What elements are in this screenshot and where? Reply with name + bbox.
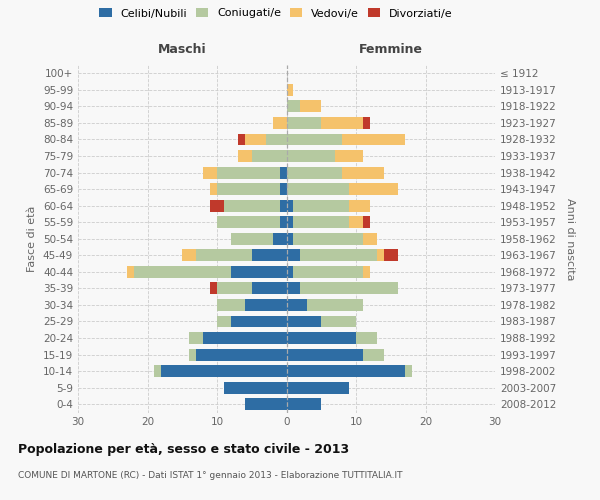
Bar (287, 100, 301, 112)
Bar (252, 150, 287, 162)
Bar (287, 166, 342, 178)
Bar (196, 250, 252, 262)
Bar (287, 150, 335, 162)
Bar (238, 134, 245, 145)
Legend: Celibi/Nubili, Coniugati/e, Vedovi/e, Divorziati/e: Celibi/Nubili, Coniugati/e, Vedovi/e, Di… (100, 8, 452, 18)
Bar (293, 266, 363, 278)
Bar (127, 266, 134, 278)
Bar (196, 348, 287, 360)
Bar (272, 233, 287, 244)
Bar (280, 216, 287, 228)
Bar (245, 299, 287, 311)
Bar (349, 183, 398, 195)
Bar (280, 183, 287, 195)
Bar (321, 117, 363, 129)
Bar (287, 84, 293, 96)
Bar (301, 282, 398, 294)
Text: Popolazione per età, sesso e stato civile - 2013: Popolazione per età, sesso e stato civil… (18, 442, 349, 456)
Bar (134, 266, 231, 278)
Bar (245, 134, 266, 145)
Bar (404, 365, 412, 377)
Bar (287, 200, 293, 211)
Bar (203, 166, 217, 178)
Bar (217, 183, 280, 195)
Bar (203, 332, 287, 344)
Bar (272, 117, 287, 129)
Bar (363, 233, 377, 244)
Bar (210, 282, 217, 294)
Bar (342, 166, 384, 178)
Bar (280, 166, 287, 178)
Bar (252, 282, 287, 294)
Bar (335, 150, 363, 162)
Bar (321, 316, 356, 328)
Text: Maschi: Maschi (158, 43, 206, 56)
Bar (287, 398, 321, 410)
Bar (287, 348, 363, 360)
Bar (377, 250, 384, 262)
Bar (217, 282, 252, 294)
Bar (307, 299, 363, 311)
Bar (217, 316, 231, 328)
Bar (182, 250, 196, 262)
Bar (363, 117, 370, 129)
Bar (363, 216, 370, 228)
Bar (287, 250, 301, 262)
Bar (287, 382, 349, 394)
Bar (266, 134, 287, 145)
Bar (356, 332, 377, 344)
Y-axis label: Anni di nascita: Anni di nascita (565, 198, 575, 280)
Bar (363, 266, 370, 278)
Bar (238, 150, 252, 162)
Bar (217, 299, 245, 311)
Bar (301, 250, 377, 262)
Bar (224, 382, 287, 394)
Bar (349, 200, 370, 211)
Bar (217, 166, 280, 178)
Bar (349, 216, 363, 228)
Bar (231, 266, 287, 278)
Bar (287, 183, 349, 195)
Bar (245, 398, 287, 410)
Text: COMUNE DI MARTONE (RC) - Dati ISTAT 1° gennaio 2013 - Elaborazione TUTTITALIA.IT: COMUNE DI MARTONE (RC) - Dati ISTAT 1° g… (18, 471, 403, 480)
Bar (161, 365, 287, 377)
Bar (363, 348, 384, 360)
Bar (210, 200, 224, 211)
Bar (287, 299, 307, 311)
Bar (287, 266, 293, 278)
Bar (342, 134, 404, 145)
Bar (252, 250, 287, 262)
Bar (217, 216, 280, 228)
Text: Femmine: Femmine (359, 43, 423, 56)
Bar (293, 216, 349, 228)
Bar (224, 200, 280, 211)
Bar (287, 233, 293, 244)
Y-axis label: Fasce di età: Fasce di età (28, 206, 37, 272)
Bar (287, 216, 293, 228)
Bar (231, 316, 287, 328)
Bar (301, 100, 321, 112)
Bar (154, 365, 161, 377)
Bar (293, 233, 363, 244)
Bar (287, 282, 301, 294)
Bar (293, 200, 349, 211)
Bar (231, 233, 272, 244)
Bar (287, 332, 356, 344)
Bar (280, 200, 287, 211)
Bar (189, 332, 203, 344)
Bar (189, 348, 196, 360)
Bar (287, 134, 342, 145)
Bar (210, 183, 217, 195)
Bar (287, 316, 321, 328)
Bar (287, 365, 404, 377)
Bar (287, 117, 321, 129)
Bar (384, 250, 398, 262)
